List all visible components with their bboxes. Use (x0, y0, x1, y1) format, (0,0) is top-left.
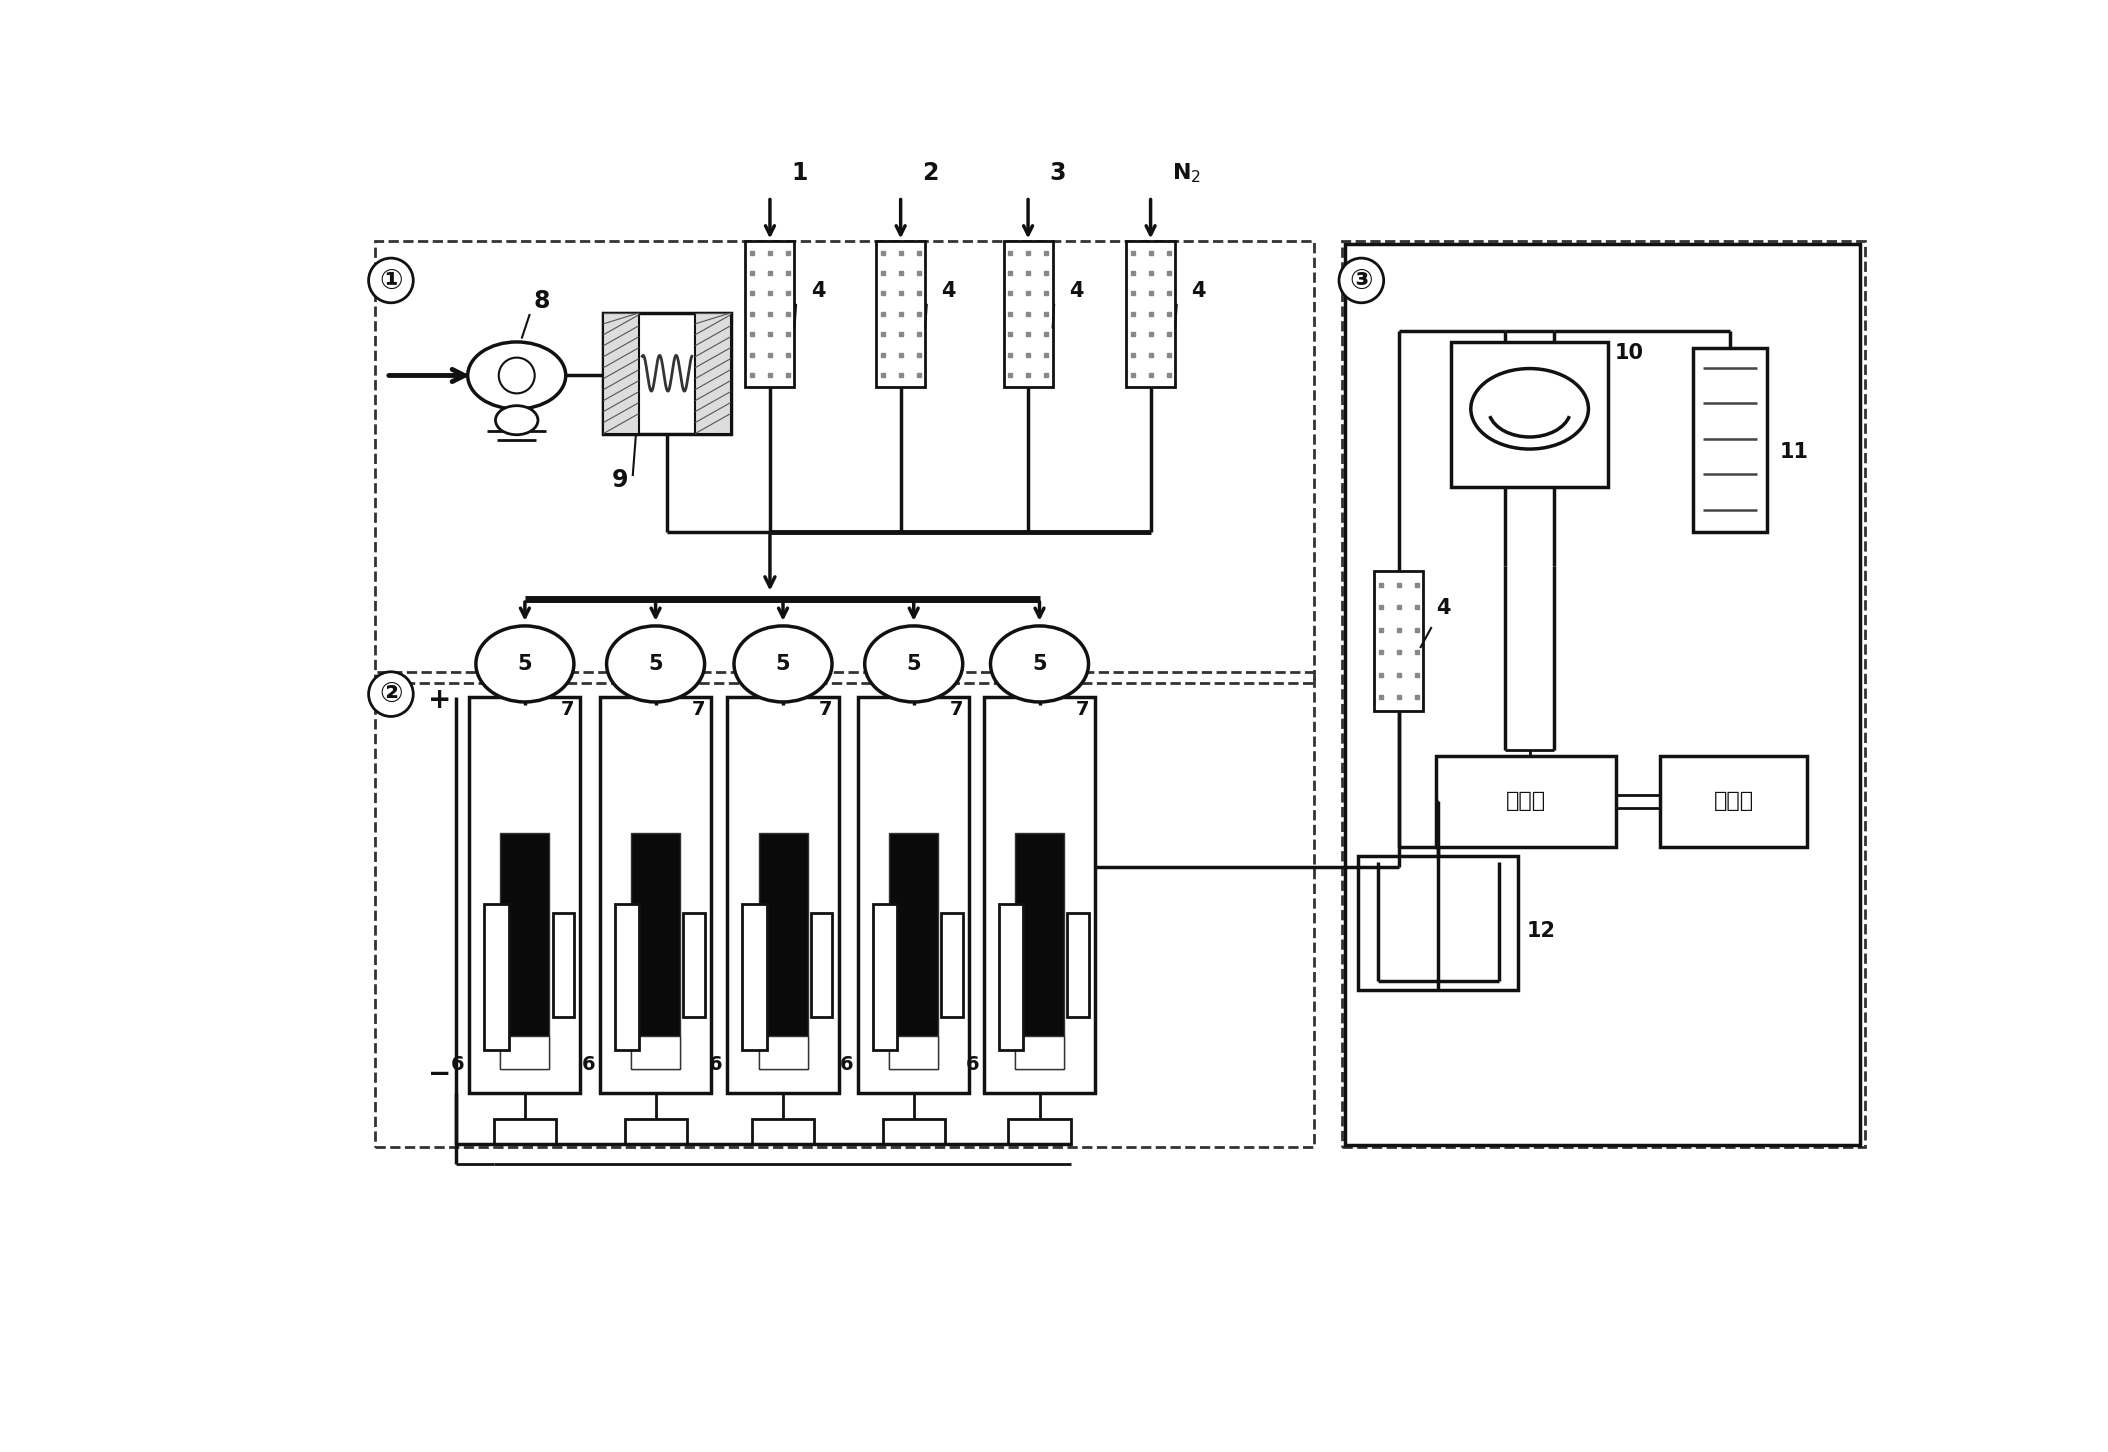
Text: 6: 6 (451, 1056, 464, 1074)
Bar (984, 697, 1094, 1093)
Text: 1: 1 (790, 161, 807, 184)
Bar (1016, 1035, 1065, 1069)
Text: 6: 6 (965, 1056, 978, 1074)
Text: −: − (428, 1060, 451, 1088)
Ellipse shape (476, 626, 573, 701)
Ellipse shape (991, 626, 1088, 701)
Bar (1016, 833, 1065, 1069)
Text: ②: ② (379, 680, 403, 709)
Bar (873, 903, 898, 1050)
Bar (601, 697, 710, 1093)
Circle shape (468, 343, 565, 409)
Bar (500, 1035, 550, 1069)
Bar (753, 1119, 814, 1144)
Bar (890, 833, 938, 1069)
Bar (485, 903, 508, 1050)
Bar (942, 913, 963, 1016)
Bar (812, 913, 833, 1016)
Bar (1003, 241, 1052, 386)
Bar (552, 913, 573, 1016)
Bar (603, 312, 731, 434)
Text: 4: 4 (1191, 280, 1206, 301)
Text: 5: 5 (776, 653, 790, 674)
Text: 5: 5 (519, 653, 531, 674)
Text: 7: 7 (951, 700, 963, 719)
Text: 4: 4 (1436, 598, 1450, 619)
Text: 6: 6 (582, 1056, 594, 1074)
Text: 2: 2 (921, 161, 938, 184)
Bar (1008, 1119, 1071, 1144)
Text: 7: 7 (820, 700, 833, 719)
Bar (1436, 755, 1617, 848)
Text: 11: 11 (1779, 443, 1809, 462)
Bar (877, 241, 925, 386)
Bar (624, 1119, 687, 1144)
Ellipse shape (500, 357, 535, 393)
Bar (696, 312, 731, 434)
Ellipse shape (607, 626, 704, 701)
Text: 色谱仪: 色谱仪 (1507, 791, 1547, 812)
Bar (727, 697, 839, 1093)
Bar (890, 1035, 938, 1069)
Bar (1067, 913, 1088, 1016)
Bar (1450, 343, 1608, 488)
Circle shape (495, 405, 538, 434)
Bar (683, 913, 704, 1016)
Bar (470, 697, 580, 1093)
Bar (1345, 244, 1859, 1144)
Text: 5: 5 (906, 653, 921, 674)
Bar (759, 1035, 807, 1069)
Text: 6: 6 (839, 1056, 854, 1074)
Bar (630, 1035, 681, 1069)
Text: 6: 6 (708, 1056, 723, 1074)
Text: 4: 4 (942, 280, 957, 301)
Bar (999, 903, 1022, 1050)
Bar (759, 833, 807, 1069)
Bar (1661, 755, 1807, 848)
Bar (500, 833, 550, 1069)
Bar (1358, 857, 1518, 990)
Bar (742, 903, 767, 1050)
Text: 4: 4 (1069, 280, 1084, 301)
Text: 3: 3 (1050, 161, 1067, 184)
Bar (603, 312, 639, 434)
Bar (616, 903, 639, 1050)
Text: 12: 12 (1526, 921, 1556, 941)
Bar (375, 672, 1313, 1147)
Bar (858, 697, 970, 1093)
Text: 5: 5 (1033, 653, 1048, 674)
Text: +: + (428, 685, 451, 714)
Bar (1693, 347, 1767, 531)
Bar (1343, 241, 1866, 1147)
Text: 4: 4 (812, 280, 826, 301)
Ellipse shape (734, 626, 833, 701)
Bar (1374, 571, 1423, 711)
Text: 7: 7 (1075, 700, 1090, 719)
Bar (630, 833, 681, 1069)
Text: 9: 9 (611, 469, 628, 492)
Bar (1126, 241, 1174, 386)
Text: ①: ① (379, 267, 403, 295)
Bar (883, 1119, 944, 1144)
Text: N$_2$: N$_2$ (1172, 161, 1202, 186)
Text: 8: 8 (533, 289, 550, 314)
Bar (746, 241, 795, 386)
Text: 5: 5 (649, 653, 662, 674)
Text: 7: 7 (561, 700, 573, 719)
Text: 10: 10 (1615, 343, 1644, 363)
Text: ③: ③ (1349, 267, 1372, 295)
Bar (493, 1119, 557, 1144)
Circle shape (1471, 369, 1589, 449)
Bar (375, 241, 1313, 682)
Ellipse shape (864, 626, 963, 701)
Text: 7: 7 (691, 700, 704, 719)
Text: 记录仪: 记录仪 (1714, 791, 1754, 812)
